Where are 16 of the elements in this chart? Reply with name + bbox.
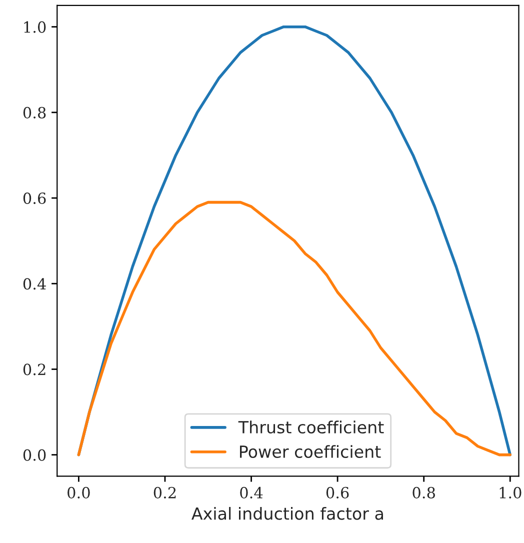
- x-tick-label: 1.0: [500, 486, 522, 498]
- y-tick-label: 0.8: [23, 106, 46, 118]
- x-tick-label: 0.6: [326, 486, 349, 498]
- x-tick-label: 0.2: [154, 486, 176, 498]
- y-tick-label: 0.4: [23, 278, 46, 290]
- y-tick-label: 0.2: [23, 364, 46, 376]
- x-axis-title: Axial induction factor a: [192, 506, 383, 520]
- x-tick-label: 0.8: [412, 486, 435, 498]
- y-tick-label: 0.6: [23, 192, 46, 204]
- x-tick-label: 0.0: [68, 486, 90, 498]
- y-tick-label: 0.0: [23, 449, 46, 461]
- line-series: [77, 200, 512, 456]
- legend-label: Thrust coefficient: [238, 420, 384, 434]
- x-tick-label: 0.4: [240, 486, 263, 498]
- y-tick-label: 1.0: [24, 21, 46, 33]
- legend-label: Power coefficient: [240, 445, 381, 458]
